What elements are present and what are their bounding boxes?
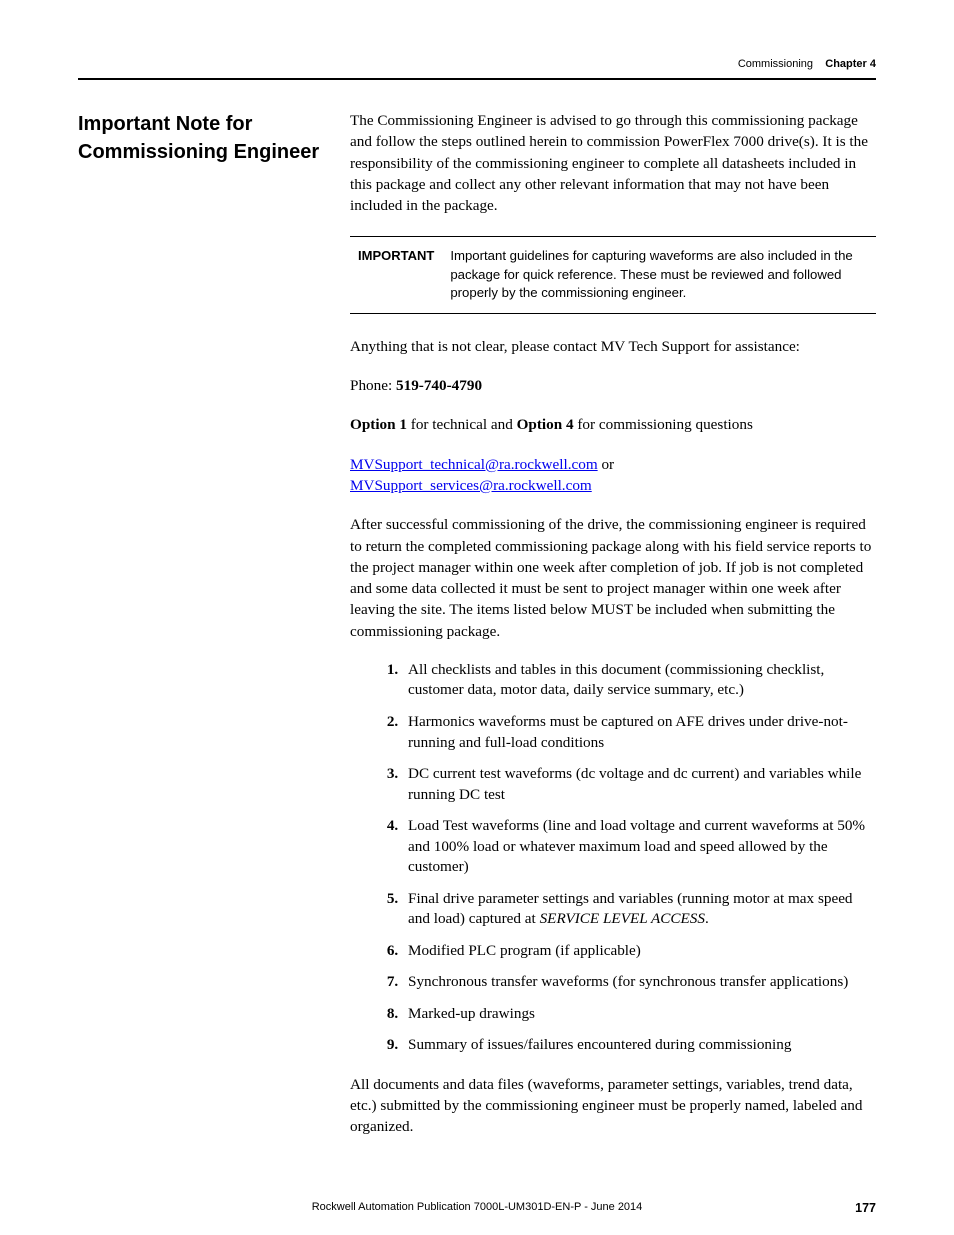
important-text: Important guidelines for capturing wavef… xyxy=(450,237,876,312)
list-item: Synchronous transfer waveforms (for sync… xyxy=(402,972,876,993)
options-tail: for commissioning questions xyxy=(574,416,753,433)
footer-publication: Rockwell Automation Publication 7000L-UM… xyxy=(312,1201,643,1213)
contact-line: Anything that is not clear, please conta… xyxy=(350,336,876,357)
footer: Rockwell Automation Publication 7000L-UM… xyxy=(78,1201,876,1213)
item5-italic: SERVICE LEVEL ACCESS xyxy=(540,910,705,927)
email-link-technical[interactable]: MVSupport_technical@ra.rockwell.com xyxy=(350,456,598,473)
header-section: Commissioning xyxy=(738,58,813,70)
running-header: Commissioning Chapter 4 xyxy=(738,58,876,70)
list-item: Load Test waveforms (line and load volta… xyxy=(402,816,876,878)
required-items-list: All checklists and tables in this docume… xyxy=(350,660,876,1056)
option1-label: Option 1 xyxy=(350,416,407,433)
phone-label: Phone: xyxy=(350,377,396,394)
return-paragraph: After successful commissioning of the dr… xyxy=(350,514,876,642)
list-item: All checklists and tables in this docume… xyxy=(402,660,876,701)
option4-label: Option 4 xyxy=(517,416,574,433)
email-link-services[interactable]: MVSupport_services@ra.rockwell.com xyxy=(350,477,592,494)
intro-paragraph: The Commissioning Engineer is advised to… xyxy=(350,110,876,216)
emails-block: MVSupport_technical@ra.rockwell.com or M… xyxy=(350,454,876,497)
options-line: Option 1 for technical and Option 4 for … xyxy=(350,414,876,435)
list-item: Summary of issues/failures encountered d… xyxy=(402,1035,876,1056)
main-content: The Commissioning Engineer is advised to… xyxy=(350,110,876,1156)
options-mid: for technical and xyxy=(407,416,517,433)
list-item: Final drive parameter settings and varia… xyxy=(402,889,876,930)
list-item: DC current test waveforms (dc voltage an… xyxy=(402,764,876,805)
closing-paragraph: All documents and data files (waveforms,… xyxy=(350,1074,876,1138)
list-item: Modified PLC program (if applicable) xyxy=(402,941,876,962)
phone-line: Phone: 519-740-4790 xyxy=(350,375,876,396)
page-number: 177 xyxy=(855,1201,876,1215)
section-heading: Important Note for Commissioning Enginee… xyxy=(78,110,328,166)
list-item: Marked-up drawings xyxy=(402,1004,876,1025)
important-box: IMPORTANT Important guidelines for captu… xyxy=(350,236,876,313)
list-item: Harmonics waveforms must be captured on … xyxy=(402,712,876,753)
email-or: or xyxy=(598,456,614,473)
header-rule xyxy=(78,78,876,80)
header-chapter: Chapter 4 xyxy=(825,58,876,70)
item5-post: . xyxy=(705,910,709,927)
important-label: IMPORTANT xyxy=(350,237,450,312)
phone-number: 519-740-4790 xyxy=(396,377,482,394)
